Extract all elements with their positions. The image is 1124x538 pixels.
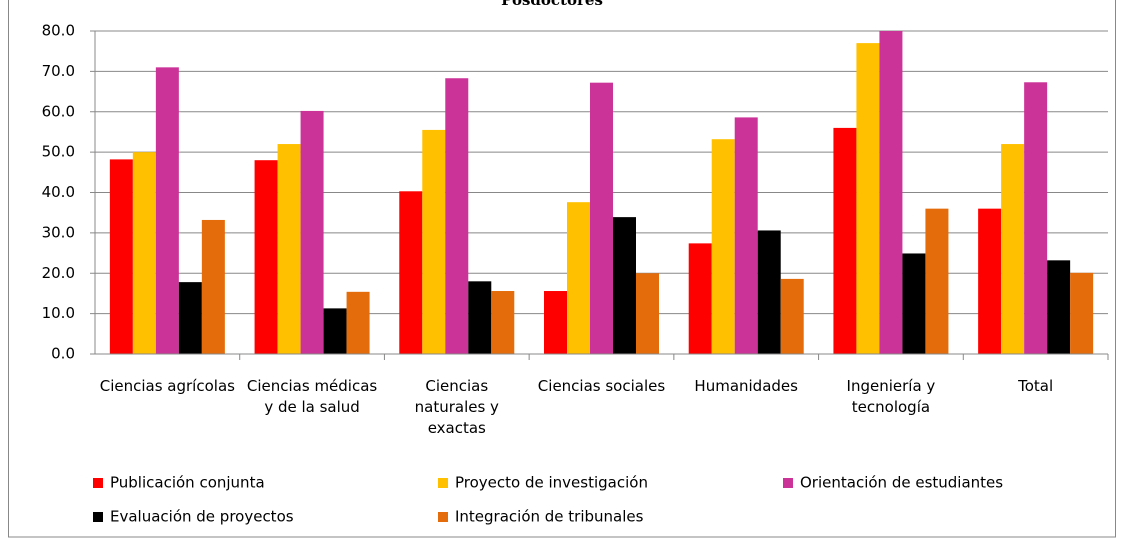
legend-label: Proyecto de investigación [455,474,648,492]
x-tick-label: Ciencias agrícolas [99,377,235,395]
y-tick-label: 60.0 [42,102,75,120]
bar [277,144,301,354]
bar [688,243,712,354]
legend-label: Orientación de estudiantes [800,474,1003,492]
bar [734,117,758,354]
bar [422,129,446,354]
bar [1047,260,1071,354]
x-tick-label: Ingeniería y tecnología [846,377,936,416]
bar [636,273,659,354]
bar [178,282,202,354]
x-tick-label: Humanidades [694,377,798,395]
chart-frame [8,0,1116,538]
legend-label: Evaluación de proyectos [110,508,294,526]
bar [833,127,857,355]
chart-title: Posdoctores [501,0,603,9]
y-tick-label: 10.0 [42,304,75,322]
bar [567,202,590,354]
bar [757,230,781,354]
bar [856,43,880,355]
bar [1001,144,1025,354]
legend-swatch [438,478,448,488]
y-tick-label: 80.0 [42,22,75,40]
bar [544,291,567,354]
bar [399,191,423,354]
bar [879,31,903,354]
bar [491,291,515,354]
legend-swatch [93,512,103,522]
legend-swatch [93,478,103,488]
bar [590,82,613,355]
legend-swatch [438,512,448,522]
bar [468,281,492,354]
x-tick-label: Ciencias médicas y de la salud [246,377,378,416]
bar [300,110,324,354]
bar [346,291,370,354]
bar [925,208,949,354]
x-tick-label: Ciencias naturales y exactas [414,377,499,437]
legend-swatch [783,478,793,488]
y-tick-label: 20.0 [42,264,75,282]
bar [323,308,347,354]
x-tick-label: Ciencias sociales [537,377,666,395]
bar [254,160,278,354]
bar [201,219,225,354]
bar [155,67,179,355]
y-tick-label: 0.0 [51,345,75,363]
bar [902,253,926,354]
y-tick-label: 50.0 [42,143,75,161]
bar [711,139,735,354]
y-tick-label: 70.0 [42,62,75,80]
bar [1024,82,1048,355]
x-tick-label: Total [1018,377,1054,395]
bar [109,159,133,354]
bar [1070,272,1094,354]
bar [780,278,804,354]
bar [978,208,1002,354]
legend-label: Publicación conjunta [110,474,265,492]
bar [613,217,636,354]
y-tick-label: 40.0 [42,183,75,201]
bar [445,78,469,355]
legend-label: Integración de tribunales [455,508,644,526]
y-tick-label: 30.0 [42,223,75,241]
bar [132,152,156,354]
